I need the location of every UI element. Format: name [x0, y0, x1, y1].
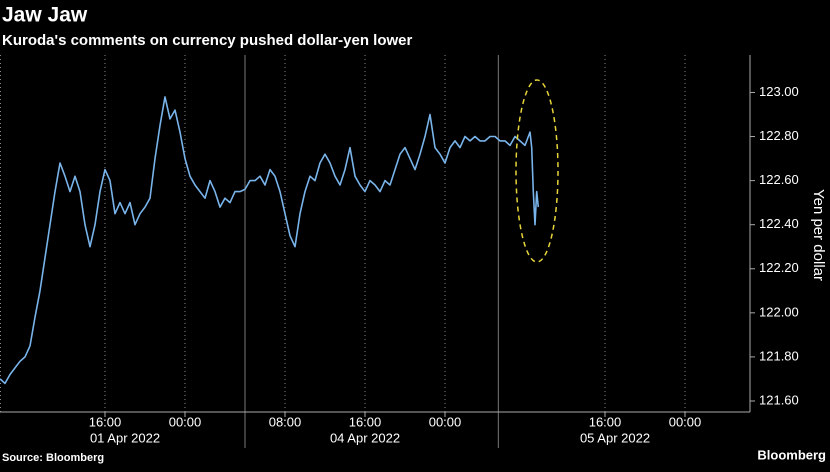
y-tick-label: 122.20 [759, 260, 799, 275]
x-tick-label: 00:00 [669, 414, 702, 429]
price-line [0, 96, 540, 385]
x-tick-label: 08:00 [269, 414, 302, 429]
y-tick-label: 122.60 [759, 172, 799, 187]
chart-subtitle: Kuroda's comments on currency pushed dol… [2, 32, 412, 49]
chart-title: Jaw Jaw [2, 4, 88, 27]
highlight-ellipse [515, 79, 559, 263]
x-tick-label: 16:00 [589, 414, 622, 429]
x-date-label: 05 Apr 2022 [580, 430, 650, 445]
x-tick-label: 16:00 [349, 414, 382, 429]
y-axis-label: Yen per dollar [810, 189, 827, 281]
y-tick-label: 122.00 [759, 304, 799, 319]
x-date-label: 01 Apr 2022 [90, 430, 160, 445]
y-tick-label: 122.80 [759, 128, 799, 143]
brand: Bloomberg [757, 447, 826, 462]
source: Source: Bloomberg [2, 452, 104, 464]
x-tick-label: 00:00 [169, 414, 202, 429]
x-tick-label: 16:00 [89, 414, 122, 429]
y-tick-label: 121.60 [759, 392, 799, 407]
x-date-label: 04 Apr 2022 [330, 430, 400, 445]
y-tick-label: 123.00 [759, 84, 799, 99]
y-tick-label: 121.80 [759, 348, 799, 363]
x-tick-label: 00:00 [429, 414, 462, 429]
y-tick-label: 122.40 [759, 216, 799, 231]
